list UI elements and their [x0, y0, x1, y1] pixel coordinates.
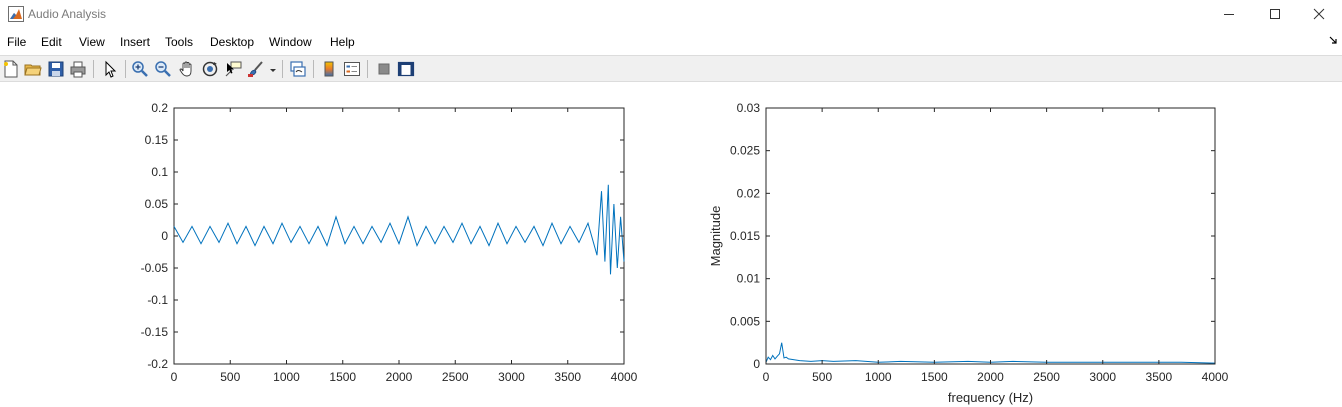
menu-edit[interactable]: Edit	[41, 35, 62, 49]
axes-2-xtick-label: 4000	[1202, 370, 1229, 384]
axes-2-xtick-label: 3000	[1089, 370, 1116, 384]
axes-2-series-line	[765, 342, 1216, 364]
axes-1-box[interactable]	[173, 107, 625, 365]
axes-2-ytick-label: 0.02	[737, 186, 761, 200]
menu-window[interactable]: Window	[269, 35, 312, 49]
axes-1-xtick-label: 500	[220, 370, 240, 384]
menu-bar: File Edit View Insert Tools Desktop Wind…	[0, 31, 1342, 53]
axes-1-ytick-label: 0.2	[151, 101, 168, 115]
figure-canvas: 0 500 1000 1500 2000 2500 3000 3500 4000 0.2 0.15 0…	[0, 83, 1342, 407]
window-title: Audio Analysis	[28, 7, 107, 21]
axes-1-ytick-label: 0.05	[145, 197, 169, 211]
maximize-icon	[1270, 9, 1280, 19]
axes-2-xtick-label: 2500	[1033, 370, 1060, 384]
toolbar-separator	[125, 60, 126, 78]
undock-arrow-icon[interactable]	[1329, 36, 1338, 45]
print-icon[interactable]	[69, 60, 87, 78]
axes-1-xtick-label: 2000	[386, 370, 413, 384]
figure-toolbar	[0, 55, 1342, 82]
save-icon[interactable]	[47, 60, 65, 78]
axes-1-ytick-label: -0.2	[147, 357, 168, 371]
axes-2-xtick-label: 3500	[1146, 370, 1173, 384]
new-figure-icon[interactable]	[2, 60, 20, 78]
matlab-figure-icon	[8, 6, 24, 22]
menu-insert[interactable]: Insert	[120, 35, 151, 49]
axes-2-xlabel: frequency (Hz)	[948, 390, 1033, 405]
link-plot-icon[interactable]	[289, 60, 307, 78]
axes-1-xtick-label: 2500	[442, 370, 469, 384]
axes-1-ytick-label: 0	[161, 229, 168, 243]
menu-help[interactable]: Help	[330, 35, 355, 49]
axes-1-xtick-label: 0	[171, 370, 178, 384]
axes-2-ylabel: Magnitude	[708, 206, 723, 267]
close-icon	[1313, 8, 1325, 20]
axes-1-xtick-label: 4000	[611, 370, 638, 384]
axes-2-box[interactable]	[765, 107, 1216, 365]
toolbar-separator	[282, 60, 283, 78]
toolbar-separator	[93, 60, 94, 78]
figure-plots: 0 500 1000 1500 2000 2500 3000 3500 40000.20.150…	[141, 101, 1229, 405]
minimize-button[interactable]	[1206, 0, 1252, 28]
axes-2-xtick-label: 1500	[921, 370, 948, 384]
colorbar-icon[interactable]	[320, 60, 338, 78]
menu-desktop[interactable]: Desktop	[210, 35, 255, 49]
zoom-out-icon[interactable]	[154, 60, 172, 78]
axes-1-xtick-label: 1000	[273, 370, 300, 384]
select-pointer-icon[interactable]	[101, 60, 119, 78]
open-file-icon[interactable]	[24, 60, 42, 78]
hide-plot-tools-icon[interactable]	[375, 60, 393, 78]
menu-file[interactable]: File	[7, 35, 27, 49]
axes-1-xtick-label: 3000	[498, 370, 525, 384]
axes-1-xtick-label: 3500	[554, 370, 581, 384]
pan-hand-icon[interactable]	[178, 60, 196, 78]
axes-1-ytick-label: -0.1	[147, 293, 168, 307]
menu-tools[interactable]: Tools	[165, 35, 194, 49]
axes-2-xtick-label: 500	[812, 370, 832, 384]
legend-icon[interactable]	[343, 60, 361, 78]
minimize-icon	[1224, 14, 1234, 15]
zoom-in-icon[interactable]	[131, 60, 149, 78]
axes-1-xtick-label: 1500	[329, 370, 356, 384]
axes-2-ytick-label: 0.01	[737, 272, 761, 286]
axes-1-ytick-label: -0.15	[141, 325, 169, 339]
maximize-button[interactable]	[1252, 0, 1298, 28]
close-button[interactable]	[1296, 0, 1342, 28]
axes-1-series-line	[173, 184, 625, 275]
show-plot-tools-icon[interactable]	[397, 60, 415, 78]
brush-icon[interactable]	[247, 60, 265, 78]
axes-2-ytick-label: 0.015	[730, 229, 760, 243]
axes-2-xtick-label: 2000	[977, 370, 1004, 384]
axes-2-xtick-label: 0	[763, 370, 770, 384]
brush-dropdown-icon[interactable]	[268, 60, 278, 78]
rotate-3d-icon[interactable]	[201, 60, 219, 78]
axes-2-ytick-label: 0	[753, 357, 760, 371]
title-bar: Audio Analysis	[0, 0, 1342, 28]
menu-view[interactable]: View	[79, 35, 105, 49]
toolbar-separator	[367, 60, 368, 78]
axes-2-ytick-label: 0.005	[730, 314, 760, 328]
axes-2-xtick-label: 1000	[865, 370, 892, 384]
axes-2-ytick-label: 0.025	[730, 144, 760, 158]
data-cursor-icon[interactable]	[224, 60, 242, 78]
axes-1-ytick-label: 0.15	[145, 133, 169, 147]
toolbar-separator	[313, 60, 314, 78]
axes-1-ytick-label: 0.1	[151, 165, 168, 179]
axes-2-ytick-label: 0.03	[737, 101, 761, 115]
axes-1-ytick-label: -0.05	[141, 261, 169, 275]
